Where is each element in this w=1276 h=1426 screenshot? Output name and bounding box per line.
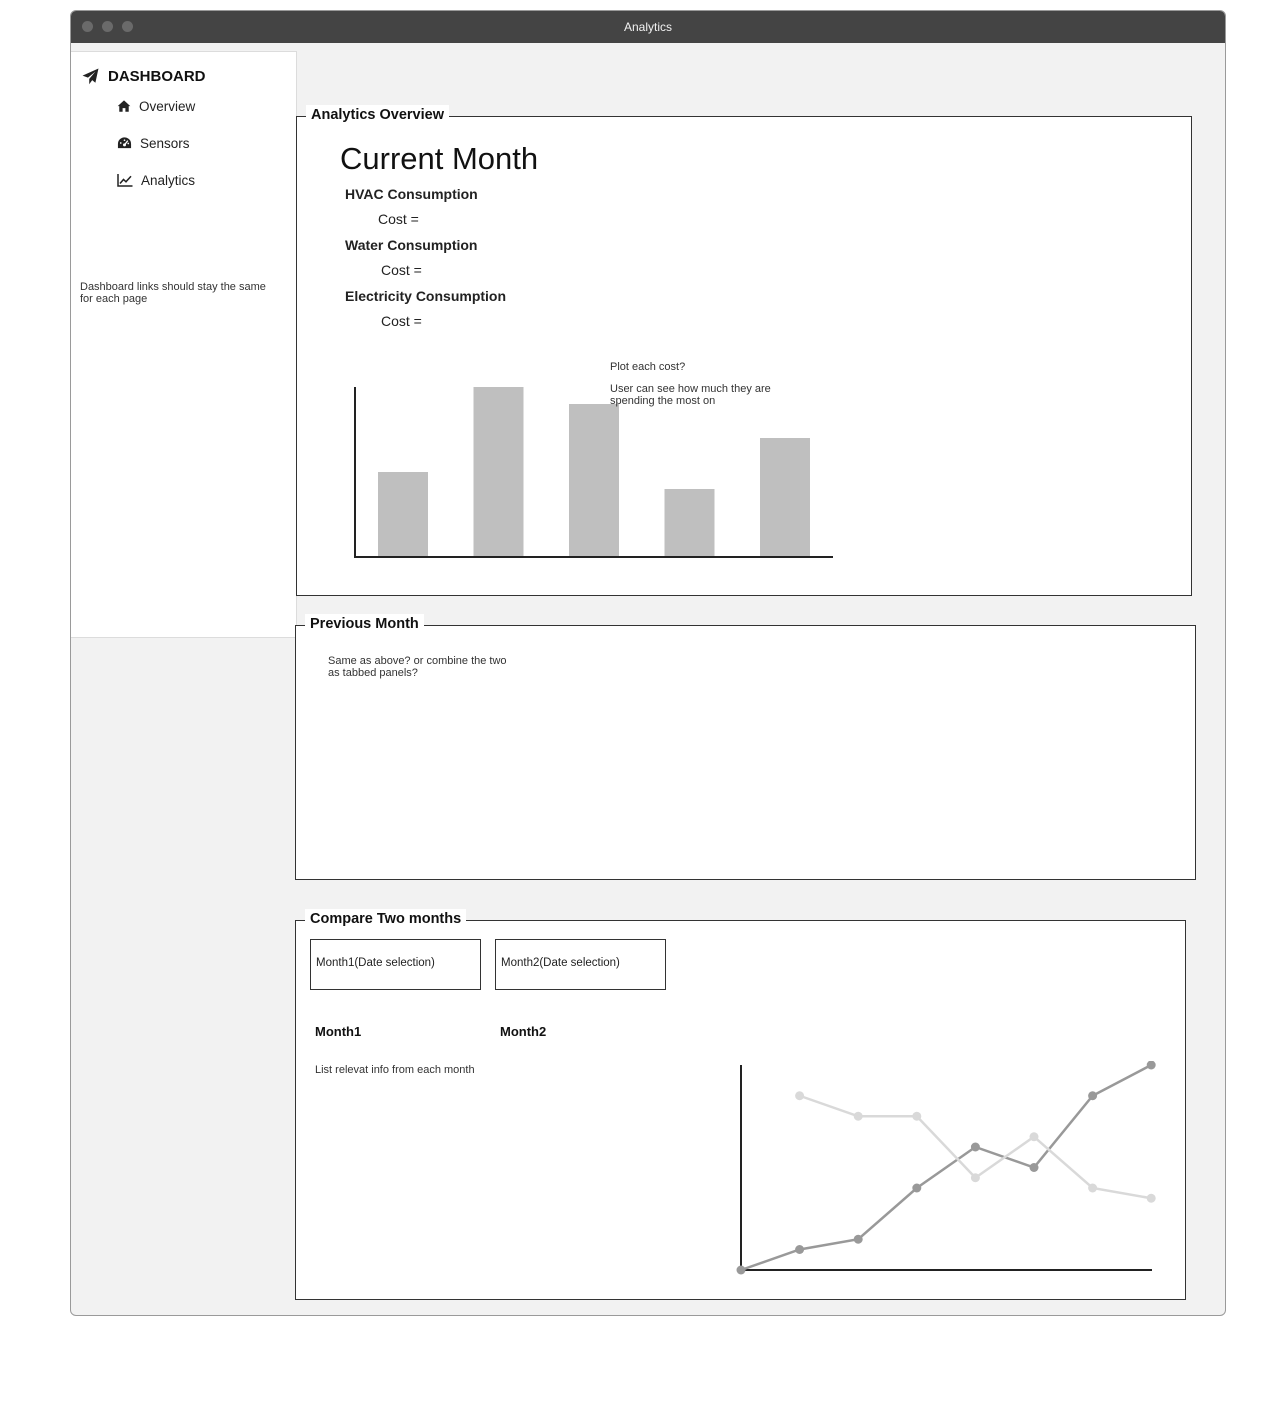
dashboard-gauge-icon [117, 137, 132, 149]
series-1-point [1088, 1091, 1098, 1101]
previous-month-note: Same as above? or combine the two as tab… [328, 655, 507, 679]
previous-month-panel: Previous Month Same as above? or combine… [295, 614, 1196, 880]
month1-date-select[interactable]: Month1(Date selection) [310, 939, 481, 990]
compare-months-legend: Compare Two months [305, 909, 467, 929]
brand-label: DASHBOARD [108, 67, 206, 85]
bar-5 [760, 438, 810, 557]
month2-label: Month2 [500, 1024, 547, 1039]
hvac-consumption-heading: HVAC Consumption [345, 186, 478, 202]
window-close-button[interactable] [82, 21, 93, 32]
current-month-title: Current Month [340, 141, 539, 176]
water-cost: Cost = [381, 262, 422, 278]
series-1-point [736, 1265, 746, 1275]
series-1-line [740, 1063, 1152, 1272]
water-consumption-heading: Water Consumption [345, 237, 478, 253]
electricity-cost: Cost = [381, 313, 422, 329]
cost-bar-chart [354, 387, 833, 558]
bar-1 [378, 472, 428, 557]
series-1-point [1146, 1061, 1156, 1070]
series-1-point [970, 1142, 980, 1152]
series-2-point [912, 1111, 922, 1121]
previous-month-legend: Previous Month [305, 614, 424, 634]
bar-2 [473, 387, 524, 557]
series-2-point [970, 1173, 980, 1183]
compare-line-chart [736, 1061, 1156, 1275]
sidebar-item-analytics[interactable]: Analytics [117, 170, 195, 190]
sidebar-brand[interactable]: DASHBOARD [82, 66, 206, 86]
bar-4 [664, 489, 715, 557]
chart-note-plot: Plot each cost? [610, 361, 686, 373]
hvac-cost: Cost = [378, 211, 419, 227]
paper-plane-icon [82, 68, 99, 84]
chart-note-spending: User can see how much they are spending … [610, 383, 771, 407]
title-bar: Analytics [71, 11, 1225, 43]
window-maximize-button[interactable] [122, 21, 133, 32]
analytics-overview-legend: Analytics Overview [306, 105, 449, 125]
compare-months-panel: Compare Two months Month1(Date selection… [295, 909, 1186, 1300]
series-2-point [1029, 1132, 1039, 1142]
sidebar-item-label: Analytics [141, 172, 196, 188]
month2-date-select[interactable]: Month2(Date selection) [495, 939, 666, 990]
series-2-point [853, 1111, 863, 1121]
app-window: Analytics DASHBOARD Overview Se [70, 10, 1226, 1316]
analytics-overview-panel: Analytics Overview Current Month HVAC Co… [296, 105, 1192, 596]
line-chart-icon [117, 174, 133, 187]
home-icon [117, 100, 131, 112]
series-1-point [1029, 1163, 1039, 1172]
series-1-point [795, 1245, 805, 1254]
series-1-point [912, 1183, 922, 1193]
sidebar-item-label: Sensors [140, 135, 190, 151]
sidebar-item-label: Overview [139, 98, 196, 114]
series-1-point [853, 1234, 863, 1244]
series-2-point [1088, 1183, 1098, 1193]
sidebar-item-overview[interactable]: Overview [117, 96, 195, 116]
series-2-point [1146, 1193, 1156, 1203]
bar-3 [569, 404, 619, 557]
sidebar: DASHBOARD Overview Sensors [71, 51, 297, 638]
series-2-point [795, 1091, 805, 1101]
electricity-consumption-heading: Electricity Consumption [345, 288, 507, 304]
month1-label: Month1 [315, 1024, 362, 1039]
window-title: Analytics [623, 20, 673, 34]
sidebar-note: Dashboard links should stay the same for… [80, 281, 266, 305]
sidebar-item-sensors[interactable]: Sensors [117, 133, 190, 153]
window-minimize-button[interactable] [102, 21, 113, 32]
compare-note: List relevat info from each month [315, 1064, 475, 1076]
